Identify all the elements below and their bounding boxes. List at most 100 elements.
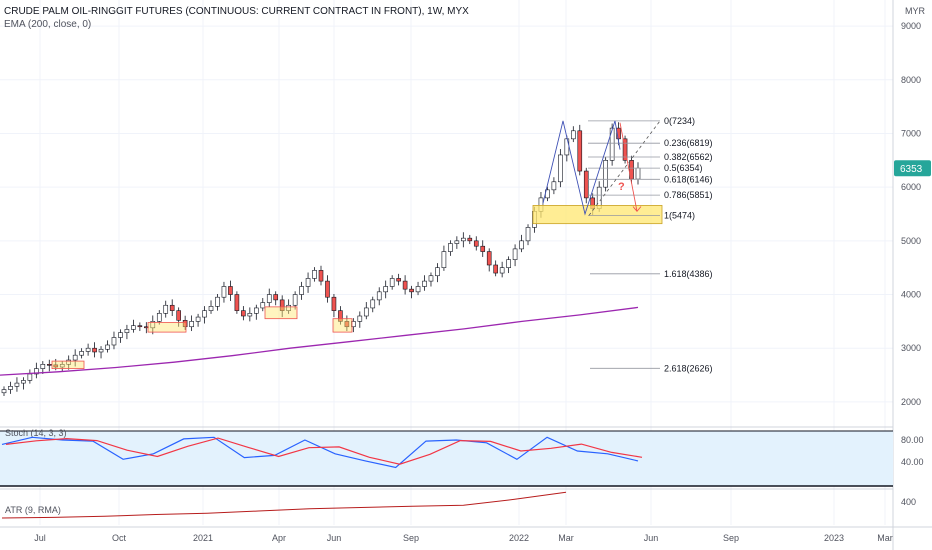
fib-level-label: 2.618(2626) [664,363,713,373]
candle-body [486,251,492,266]
fib-level-label: 0.5(6354) [664,163,703,173]
candle-body [98,348,104,353]
candle-body [163,304,169,314]
candle-body [59,364,65,368]
candle-body [402,280,408,290]
fib-level-label: 0(7234) [664,116,695,126]
candle-body [182,319,188,328]
candle-body [195,316,201,322]
candle-body [266,294,272,303]
candle-body [506,259,511,268]
candle-body [635,167,641,180]
time-tick-label: Mar [558,533,574,543]
candle-body [461,237,466,242]
candle-body [441,251,447,268]
candle-body [351,321,356,328]
candle-body [467,237,473,242]
candle-body [318,270,324,282]
candle-body [247,313,253,317]
candle-body [79,351,84,356]
chart-title: CRUDE PALM OIL-RINGGIT FUTURES (CONTINUO… [4,6,469,17]
candle-body [519,240,524,250]
candle-body [66,359,71,365]
question-mark: ? [618,181,625,193]
candle-body [1,389,7,394]
candle-body [150,321,156,329]
candle-body [312,270,317,279]
candle-body [260,302,266,309]
candle-body [137,325,143,328]
candle-body [499,267,505,274]
candle-body [8,386,13,390]
fib-level-label: 0.786(5851) [664,190,713,200]
candle-body [577,130,583,172]
candle-body [448,243,453,252]
candle-body [40,364,46,369]
candle-body [480,245,486,252]
current-price-badge [894,160,931,177]
time-tick-label: Jun [327,533,342,543]
candle-body [292,294,298,306]
candle-body [34,368,39,375]
candle-body [111,337,117,346]
ema-line [0,306,639,376]
price-tick-label: 8000 [901,75,921,85]
support-zone [532,205,663,225]
candle-body [338,310,343,322]
price-tick-label: 2000 [901,397,921,407]
price-tick-label: 5000 [901,236,921,246]
candle-body [156,313,162,322]
candle-body [286,304,291,311]
atr-line [1,491,567,519]
stoch-tick-label: 40.00 [901,457,924,467]
candle-body [305,278,311,287]
candle-body [176,310,181,321]
candle-body [415,286,421,293]
candle-body [325,280,330,298]
candle-body [46,364,52,366]
candle-body [370,299,376,309]
time-tick-label: 2022 [509,533,529,543]
candle-body [53,364,59,368]
stoch-label: Stoch (14, 3, 3) [5,428,67,438]
atr-label: ATR (9, RMA) [5,505,61,515]
candle-body [609,127,615,161]
price-tick-label: 7000 [901,128,921,138]
stoch-d-line [5,437,643,465]
time-tick-label: Apr [272,533,286,543]
candle-body [396,278,401,282]
candle-body [299,286,304,295]
candle-body [571,130,576,140]
price-tick-label: 3000 [901,343,921,353]
candle-body [383,286,388,293]
fib-trend-line [588,120,661,216]
current-price-label: 6353 [900,164,923,175]
wave-path [542,120,621,216]
candle-body [558,154,563,183]
candle-body [27,373,33,381]
time-tick-label: Jul [34,533,46,543]
candle-body [105,344,110,350]
candle-body [118,332,123,338]
candle-body [409,288,414,293]
candle-body [92,347,97,353]
candle-body [344,321,350,328]
candle-body [215,296,220,307]
consolidation-box [51,360,85,370]
candle-body [389,278,395,287]
time-tick-label: 2023 [824,533,844,543]
fib-level-label: 1(5474) [664,210,695,220]
time-tick-label: Mar [877,533,893,543]
candle-body [473,240,479,247]
candle-body [525,227,531,242]
ema-label: EMA (200, close, 0) [4,19,92,30]
candle-body [21,380,26,384]
candle-body [428,275,434,282]
candle-body [357,315,363,322]
candle-body [331,296,337,311]
candle-body [279,299,285,311]
candle-body [131,325,136,330]
candle-body [234,294,240,311]
